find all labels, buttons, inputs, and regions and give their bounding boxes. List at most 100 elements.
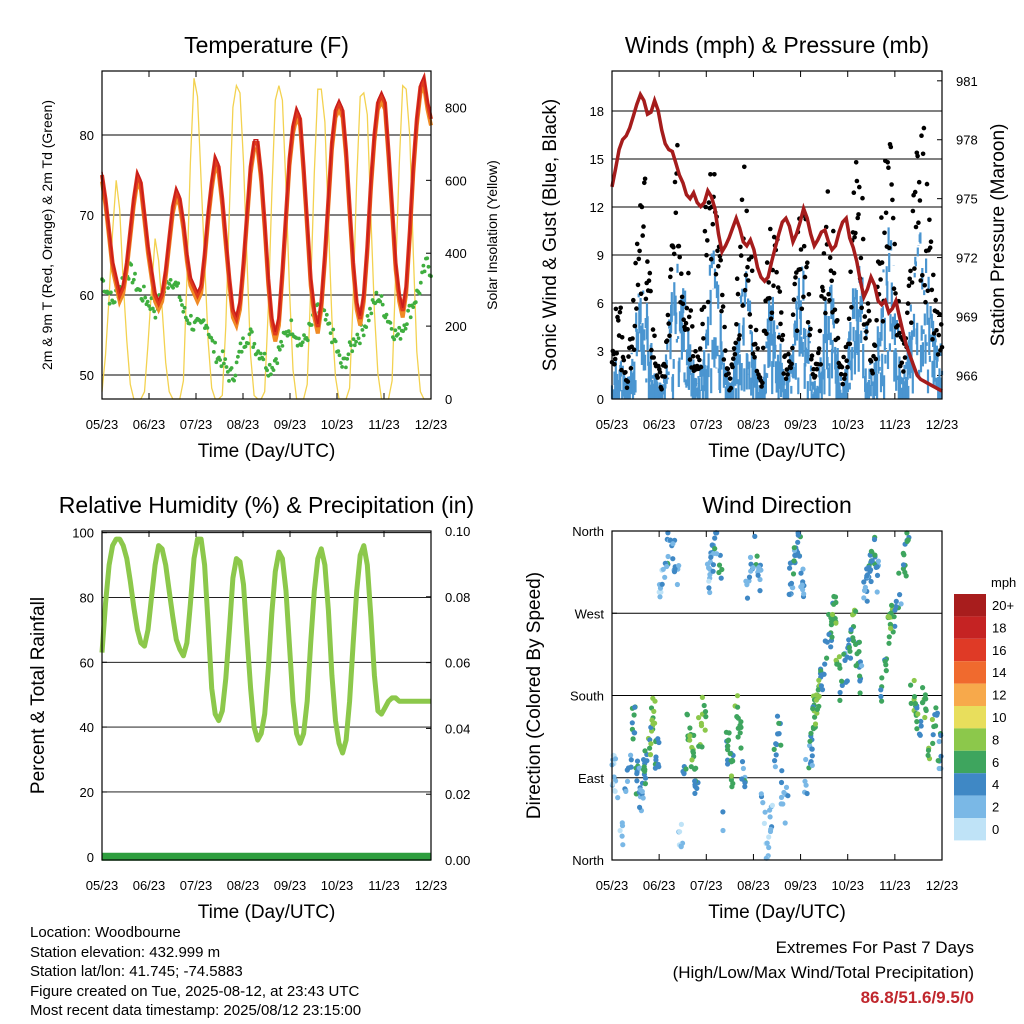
- direction-point: [803, 756, 809, 763]
- x-tick-label: 12/23: [415, 417, 448, 432]
- gust-point: [614, 351, 619, 356]
- gust-point: [703, 204, 708, 210]
- dewpoint-point: [256, 349, 261, 354]
- gust-point: [662, 374, 668, 379]
- direction-point: [791, 558, 797, 564]
- direction-point: [634, 778, 640, 784]
- direction-point: [684, 711, 690, 717]
- dewpoint-point: [358, 341, 362, 346]
- direction-point: [689, 757, 695, 763]
- dewpoint-point: [398, 337, 403, 341]
- dewpoint-point: [349, 343, 353, 348]
- gust-point: [890, 215, 896, 221]
- direction-point: [729, 784, 735, 790]
- direction-point: [738, 745, 744, 751]
- legend-swatch: [954, 661, 986, 684]
- gust-point: [804, 264, 809, 270]
- direction-point: [771, 746, 777, 753]
- dewpoint-point: [384, 312, 389, 317]
- gust-point: [647, 270, 653, 276]
- gust-point: [841, 354, 846, 360]
- gust-point: [690, 354, 696, 359]
- gust-point: [858, 255, 864, 261]
- x-tick-label: 07/23: [690, 417, 723, 432]
- y2-tick-label: 0.02: [445, 787, 470, 802]
- gust-point: [873, 356, 879, 362]
- dewpoint-point: [361, 333, 366, 338]
- direction-point: [791, 545, 797, 551]
- y-tick-label: 9: [597, 248, 604, 263]
- gust-point: [816, 346, 822, 351]
- gust-point: [805, 260, 810, 266]
- dewpoint-point: [396, 332, 400, 336]
- dewpoint-point: [246, 341, 251, 346]
- gust-point: [679, 271, 684, 277]
- gust-point: [774, 269, 779, 275]
- gust-point: [683, 320, 689, 326]
- direction-point: [728, 773, 735, 779]
- dewpoint-point: [247, 332, 252, 337]
- dewpoint-point: [330, 340, 334, 345]
- gust-point: [737, 333, 742, 338]
- direction-point: [874, 564, 880, 570]
- gust-point: [856, 212, 861, 217]
- direction-point: [641, 757, 647, 763]
- direction-point: [678, 843, 684, 849]
- plot-frame: [101, 530, 432, 861]
- gust-point: [919, 133, 924, 138]
- dewpoint-point: [421, 263, 426, 268]
- direction-point: [737, 730, 743, 736]
- direction-point: [780, 801, 786, 807]
- direction-point: [798, 584, 804, 590]
- gust-point: [912, 266, 917, 271]
- legend-label: 20+: [992, 598, 1014, 613]
- dewpoint-point: [356, 336, 361, 341]
- direction-point: [628, 752, 634, 758]
- direction-point: [699, 744, 705, 750]
- gust-point: [612, 356, 618, 362]
- dewpoint-point: [220, 349, 225, 354]
- direction-point: [844, 678, 850, 684]
- dewpoint-point: [346, 352, 351, 357]
- direction-point: [905, 537, 911, 543]
- gust-point: [865, 301, 871, 306]
- temp-9m-line: [100, 78, 433, 342]
- direction-point: [742, 780, 748, 786]
- plot-frame: [611, 70, 943, 400]
- gust-point: [738, 244, 743, 250]
- gust-point: [928, 239, 934, 244]
- dewpoint-point: [243, 344, 248, 349]
- gust-point: [702, 228, 708, 234]
- gust-point: [730, 364, 735, 370]
- gust-point: [731, 346, 737, 351]
- direction-point: [632, 704, 638, 710]
- gust-point: [801, 294, 806, 300]
- dewpoint-point: [277, 347, 282, 352]
- x-tick-label: 05/23: [596, 878, 629, 893]
- gust-point: [802, 274, 808, 280]
- dewpoint-point: [177, 295, 182, 300]
- dewpoint-point: [397, 325, 402, 330]
- direction-point: [816, 677, 822, 683]
- gust-point: [874, 318, 879, 323]
- dewpoint-point: [360, 328, 365, 332]
- gust-point: [814, 366, 820, 372]
- direction-point: [868, 548, 875, 554]
- direction-point: [734, 714, 740, 720]
- y-tick-label: 50: [80, 368, 94, 383]
- direction-point: [883, 662, 889, 668]
- gust-point: [786, 351, 791, 357]
- direction-point: [886, 640, 892, 646]
- gust-point: [638, 291, 644, 297]
- gust-point: [619, 335, 625, 340]
- direction-point: [785, 793, 791, 799]
- dewpoint-point: [167, 282, 172, 286]
- gust-point: [908, 268, 913, 274]
- direction-point: [670, 541, 676, 547]
- direction-point: [676, 563, 682, 569]
- dewpoint-point: [109, 290, 113, 295]
- y2-tick-label: 0.08: [445, 590, 470, 605]
- dewpoint-points: [100, 256, 433, 383]
- direction-point: [652, 765, 659, 771]
- direction-point: [857, 690, 863, 696]
